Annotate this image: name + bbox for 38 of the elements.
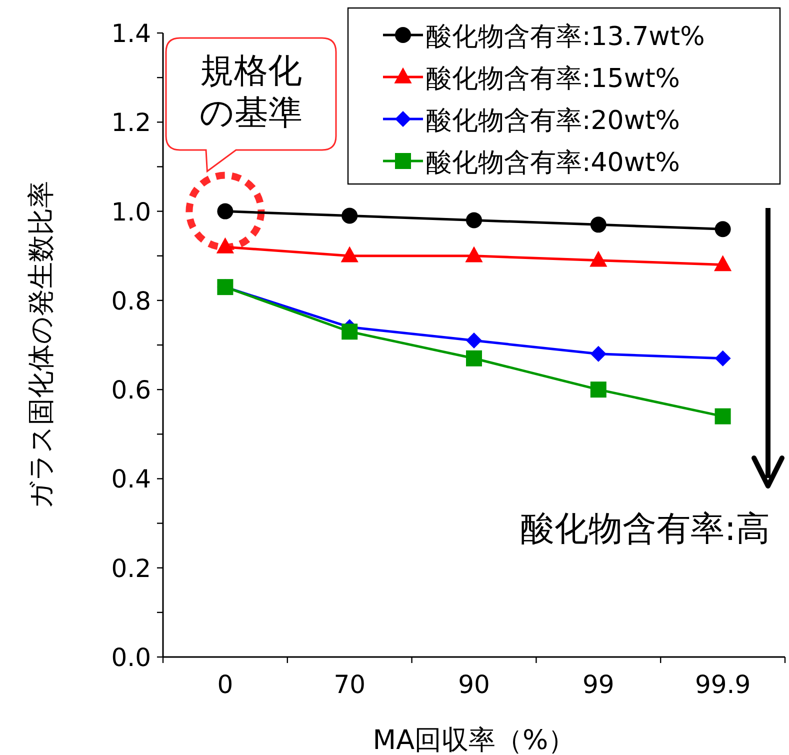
x-tick-label: 90 [458,670,490,699]
legend-label: 酸化物含有率:13.7wt% [426,22,705,52]
point [466,350,482,366]
y-tick-label: 0.6 [111,376,151,405]
y-tick-label: 0.0 [111,643,151,672]
y-tick-label: 1.4 [111,19,151,48]
y-axis-title: ガラス固化体の発生数比率 [26,181,57,509]
y-tick-label: 1.2 [111,108,151,138]
point [714,350,731,366]
point [466,212,482,228]
annotation: 酸化物含有率:高 [520,509,770,549]
x-tick-label: 70 [334,670,366,699]
y-tick-label: 0.2 [111,554,151,583]
legend-label: 酸化物含有率:40wt% [426,148,680,178]
legend-label: 酸化物含有率:20wt% [426,106,680,136]
point [342,208,358,224]
point [714,408,731,424]
x-tick-label: 0 [217,670,234,699]
point [590,216,606,233]
point [590,250,608,267]
point [714,221,731,238]
point [340,246,358,262]
y-tick-label: 0.8 [111,286,151,316]
point [714,255,732,272]
point [342,324,358,340]
legend-label: 酸化物含有率:15wt% [426,64,680,94]
x-axis-title: MA回収率（%） [372,725,576,755]
point [466,332,482,349]
annotation: 規格化の基準 [200,51,302,133]
y-tick-label: 1.0 [111,197,151,226]
x-tick-label: 99 [582,670,614,699]
point [590,346,606,362]
y-tick-label: 0.4 [111,464,151,494]
point [465,246,483,262]
x-tick-label: 99.9 [694,670,751,699]
point [217,203,234,220]
point [216,237,234,254]
point [590,382,606,398]
